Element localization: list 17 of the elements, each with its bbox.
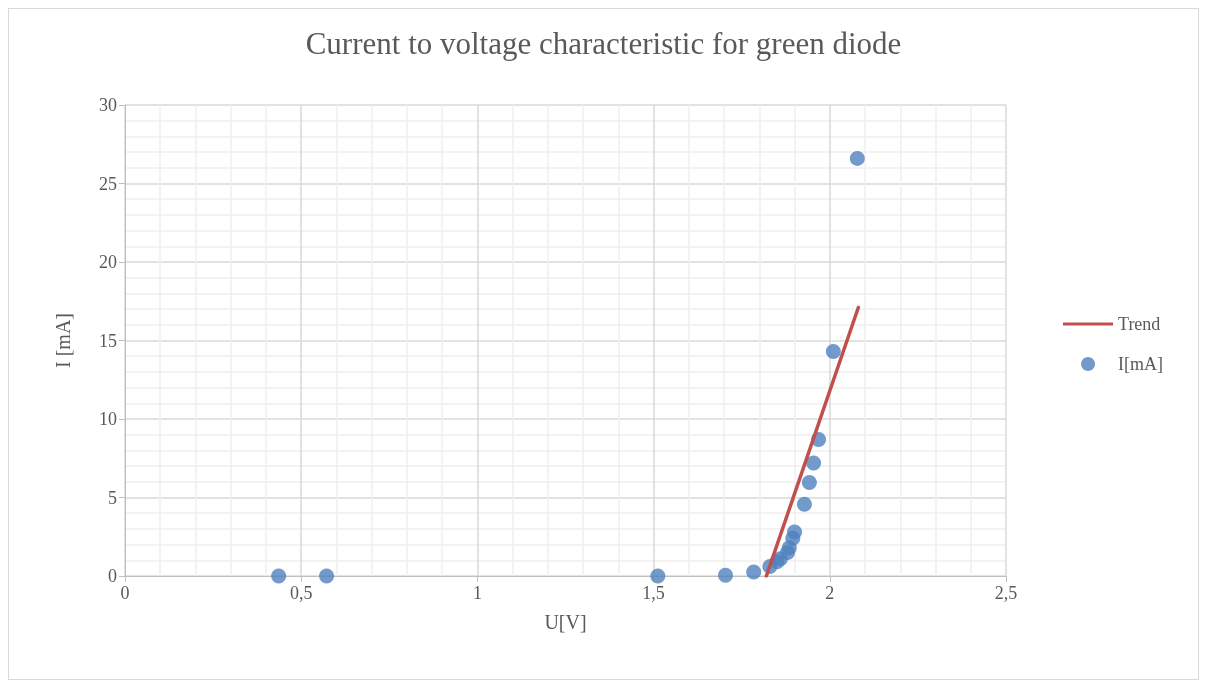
y-tick-label: 25 xyxy=(99,173,117,194)
x-tick-label: 0,5 xyxy=(289,583,313,603)
x-tick-label: 2 xyxy=(825,583,835,603)
y-tick-label: 0 xyxy=(108,566,117,586)
x-tick-label: 1 xyxy=(472,583,482,603)
y-tick-label: 30 xyxy=(99,95,117,115)
y-tick-label: 15 xyxy=(99,330,117,351)
x-tick-label: 1,5 xyxy=(642,583,665,603)
legend-label: Trend xyxy=(1118,314,1161,334)
y-tick-label: 5 xyxy=(108,487,117,508)
x-tick-label: 2,5 xyxy=(994,583,1018,603)
y-axis-title: I [mA] xyxy=(52,313,74,368)
chart-title: Current to voltage characteristic for green diode xyxy=(305,26,902,61)
y-tick-label: 20 xyxy=(99,252,117,272)
y-tick-label: 10 xyxy=(99,409,117,429)
legend-label: I[mA] xyxy=(1118,354,1163,374)
x-axis-title: U[V] xyxy=(544,611,587,633)
